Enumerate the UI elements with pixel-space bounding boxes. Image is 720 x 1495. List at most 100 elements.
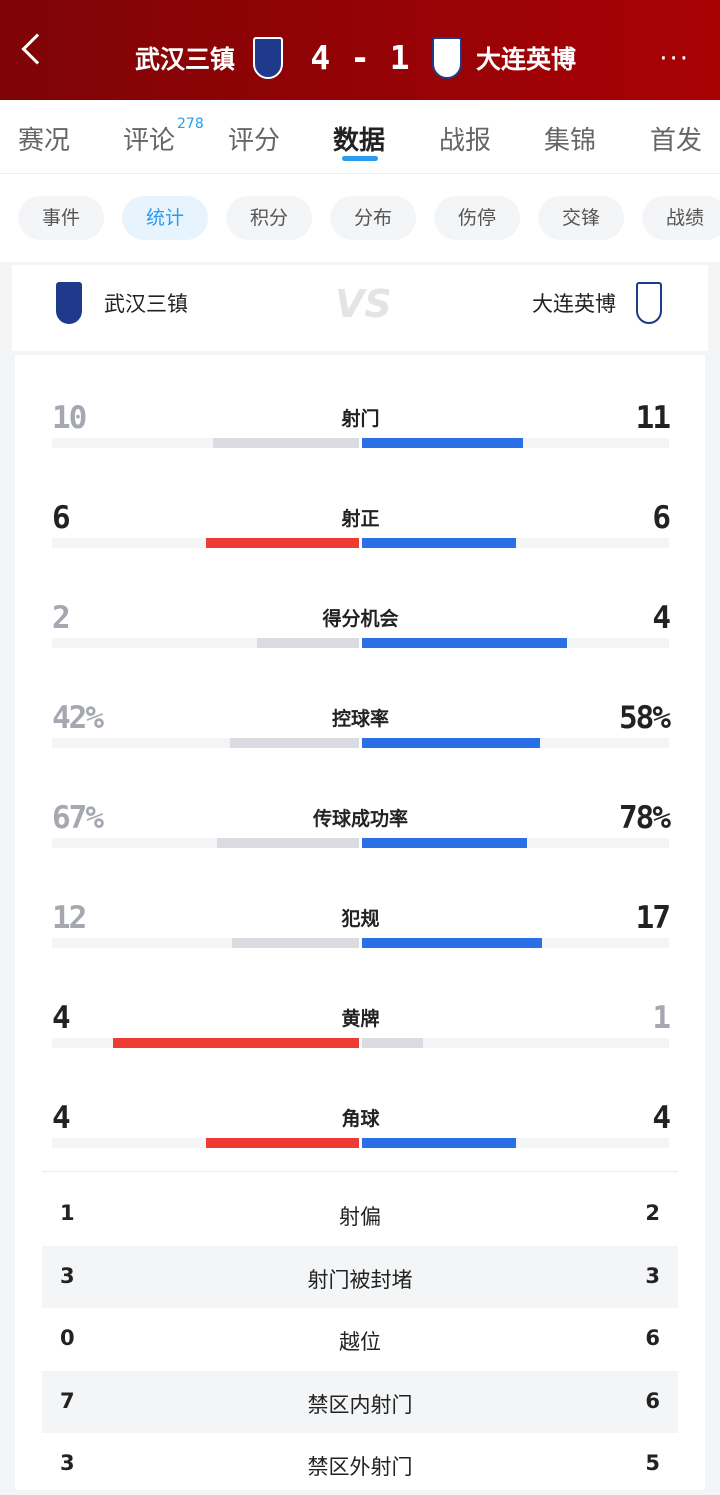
stat-row: 10 射门 11: [52, 390, 671, 460]
away-value: 4: [652, 1100, 671, 1136]
away-bar: [362, 838, 528, 848]
home-bar-track: [52, 738, 359, 748]
home-value: 4: [52, 1000, 71, 1036]
away-bar-track: [362, 1038, 669, 1048]
chip-2[interactable]: 积分: [226, 196, 312, 240]
stat-row: 4 角球 4: [52, 1090, 671, 1160]
tab-label: 集锦: [544, 126, 597, 156]
home-team-name[interactable]: 武汉三镇: [135, 45, 236, 74]
home-bar: [205, 1138, 359, 1148]
away-value: 1: [652, 1000, 671, 1036]
home-bar: [205, 538, 359, 548]
tab-4[interactable]: 战报: [439, 120, 491, 157]
stat-label: 射门: [341, 408, 380, 430]
home-value: 7: [60, 1388, 75, 1413]
home-bar-track: [52, 1138, 359, 1148]
tab-0[interactable]: 赛况: [18, 120, 70, 157]
home-bar-track: [52, 1038, 359, 1048]
chip-6[interactable]: 战绩: [642, 196, 720, 240]
away-bar: [362, 738, 541, 748]
stat-list-row: 1 射偏 2: [42, 1183, 678, 1245]
home-value: 2: [52, 600, 71, 636]
tab-label: 评论: [123, 126, 176, 156]
divider: [42, 1171, 678, 1172]
stat-row: 4 黄牌 1: [52, 990, 671, 1060]
tab-6[interactable]: 首发: [650, 120, 702, 157]
away-bar-track: [362, 638, 669, 648]
home-bar-track: [52, 438, 359, 448]
tab-2[interactable]: 评分: [228, 120, 280, 157]
home-bar: [230, 738, 359, 748]
stat-label: 射门被封堵: [307, 1267, 413, 1292]
tab-bar: 赛况 评论 278 评分 数据 战报 集锦 首发: [0, 100, 720, 174]
home-bar: [256, 638, 359, 648]
away-bar-track: [362, 938, 669, 948]
away-team-label: 大连英博: [532, 292, 616, 316]
tab-5[interactable]: 集锦: [544, 120, 596, 157]
stat-list-row: 3 禁区外射门 5: [42, 1433, 678, 1495]
tab-label: 战报: [439, 126, 492, 156]
stat-row: 6 射正 6: [52, 490, 671, 560]
away-bar: [362, 938, 542, 948]
home-bar-track: [52, 538, 359, 548]
away-value: 6: [645, 1388, 660, 1413]
tab-label: 数据: [333, 126, 386, 156]
tab-label: 评分: [228, 126, 281, 156]
away-value: 3: [645, 1263, 660, 1288]
match-header: 武汉三镇 4 - 1 大连英博 ···: [0, 0, 720, 100]
home-value: 0: [60, 1326, 75, 1350]
score: 4 - 1: [310, 38, 410, 77]
away-value: 11: [635, 400, 671, 436]
vs-icon: VS: [335, 282, 392, 326]
away-value: 6: [645, 1326, 660, 1350]
home-bar-track: [52, 638, 359, 648]
chip-5[interactable]: 交锋: [538, 196, 624, 240]
home-bar: [113, 1038, 359, 1048]
stat-label: 黄牌: [341, 1008, 380, 1030]
stat-label: 得分机会: [322, 608, 399, 630]
stat-label: 越位: [339, 1330, 381, 1354]
stat-row: 2 得分机会 4: [52, 590, 671, 660]
away-value: 4: [652, 600, 671, 636]
active-tab-indicator: [342, 156, 378, 161]
stat-label: 禁区内射门: [307, 1392, 413, 1417]
home-value: 67%: [52, 800, 104, 836]
stat-list-row: 0 越位 6: [42, 1308, 678, 1370]
chip-3[interactable]: 分布: [330, 196, 416, 240]
chip-1[interactable]: 统计: [122, 196, 208, 240]
home-value: 4: [52, 1100, 71, 1136]
away-crest-icon: [636, 282, 662, 324]
away-bar-track: [362, 538, 669, 548]
stat-label: 控球率: [331, 708, 389, 730]
home-bar-track: [52, 938, 359, 948]
home-value: 42%: [52, 700, 104, 736]
stat-label: 传球成功率: [312, 808, 408, 830]
away-bar: [362, 638, 567, 648]
tab-label: 赛况: [18, 126, 71, 156]
away-bar-track: [362, 738, 669, 748]
stat-label: 角球: [341, 1108, 380, 1130]
away-bar: [362, 1138, 516, 1148]
tab-3[interactable]: 数据: [333, 120, 385, 157]
away-value: 5: [645, 1451, 660, 1475]
tab-1[interactable]: 评论 278: [123, 116, 204, 157]
home-team-label: 武汉三镇: [104, 292, 188, 316]
stat-label: 犯规: [341, 908, 380, 930]
away-value: 17: [635, 900, 671, 936]
chip-0[interactable]: 事件: [18, 196, 104, 240]
away-value: 2: [645, 1201, 660, 1225]
away-value: 6: [652, 500, 671, 536]
home-value: 12: [52, 900, 87, 936]
home-value: 3: [60, 1451, 75, 1475]
home-bar: [231, 938, 359, 948]
away-team-name[interactable]: 大连英博: [476, 45, 577, 74]
more-icon[interactable]: ···: [659, 44, 690, 74]
home-value: 10: [52, 400, 87, 436]
stat-list-row: 3 射门被封堵 3: [42, 1245, 678, 1308]
home-value: 1: [60, 1201, 75, 1225]
away-bar: [362, 538, 516, 548]
chip-4[interactable]: 伤停: [434, 196, 520, 240]
away-bar: [362, 1038, 424, 1048]
away-bar-track: [362, 838, 669, 848]
comment-count-badge: 278: [177, 116, 204, 132]
